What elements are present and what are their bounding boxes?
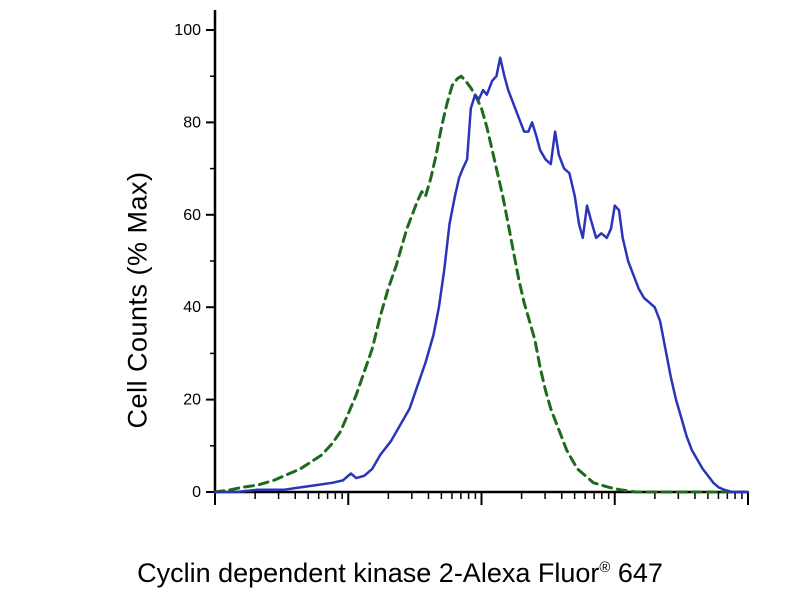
y-tick-label: 40: [183, 299, 201, 316]
y-tick-label: 60: [183, 207, 201, 224]
y-tick-label: 80: [183, 114, 201, 131]
registered-trademark-symbol: ®: [599, 560, 611, 576]
x-axis-title: Cyclin dependent kinase 2-Alexa Fluor® 6…: [0, 558, 800, 589]
x-axis-title-suffix: 647: [610, 558, 663, 588]
y-tick-label: 20: [183, 392, 201, 409]
y-tick-label: 100: [174, 22, 201, 39]
y-tick-label: 0: [192, 484, 201, 501]
green-dashed-curve: [213, 74, 750, 494]
blue-solid-curve: [213, 56, 750, 494]
y-axis-label: Cell Counts (% Max): [122, 171, 153, 429]
x-axis-title-main: Cyclin dependent kinase 2-Alexa Fluor: [137, 558, 600, 588]
